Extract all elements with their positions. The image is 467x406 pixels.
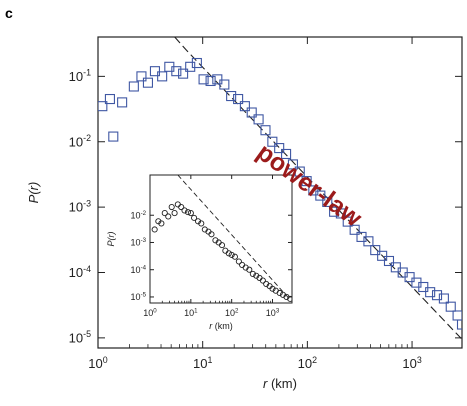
inset-data-point [168,203,175,211]
main-data-point [117,97,128,108]
inset-data-point [269,285,276,292]
main-data-point [246,107,257,118]
main-xtick-label: 101 [193,355,212,371]
main-data-point [198,74,209,85]
main-data-point [185,61,196,72]
main-data-point [281,148,292,160]
main-data-point [287,159,298,170]
main-data-point [136,71,147,82]
inset-xtick-label: 101 [184,307,198,318]
main-data-point [191,57,202,69]
inset-data-point [178,203,185,211]
main-data-point [363,236,374,247]
inset-ytick-label: 10-2 [131,210,147,221]
main-data-point [335,208,346,219]
main-y-axis-label: P(r) [26,182,41,204]
main-data-point [438,293,449,304]
main-ytick-label: 10-4 [69,264,91,280]
main-data-point [178,68,189,79]
main-data-point [315,190,326,201]
inset-data-point [198,220,205,227]
main-data-point [425,287,436,298]
inset-data-point [228,251,235,258]
main-data-point [456,319,462,330]
inset-data-point [259,277,266,284]
inset-data-point [165,213,172,220]
main-data-point [104,93,115,105]
main-ytick-label: 10-3 [69,198,91,214]
main-data-point [418,281,429,293]
inset-data-point [184,209,192,216]
main-data-point [205,75,216,87]
main-xtick-label: 100 [88,355,107,371]
inset-data-point [276,289,283,297]
main-data-point [301,176,312,187]
main-ytick-label: 10-1 [69,68,91,84]
inset-data-point [181,207,188,214]
panel-label: c [5,5,13,21]
main-xtick-label: 103 [402,355,421,371]
main-ytick-label: 10-2 [69,133,91,149]
main-data-point [294,166,305,177]
main-data-point [219,79,230,90]
inset-plot-frame [149,174,293,304]
inset-ytick-label: 10-3 [131,237,147,248]
main-data-point [239,101,250,112]
main-data-point [404,272,415,283]
main-data-point [253,114,264,125]
main-data-point [370,245,381,256]
inset-data-point [218,242,226,249]
inset-data-point [235,258,242,265]
inset-data-point [249,270,256,277]
inset-y-axis-label: P(r) [106,232,116,247]
main-data-point [329,206,340,217]
inset-data-point [225,250,232,257]
inset-xtick-label: 103 [266,307,280,318]
inset-chart: 100 101 102 103 10-5 10-4 10-3 10-2 r (km) P(r) [106,174,293,331]
inset-data-point [287,295,292,302]
main-data-point [226,90,237,102]
inset-ytick-label: 10-5 [131,292,147,303]
main-data-point [308,185,319,196]
main-data-point [171,66,182,77]
inset-x-axis-label: r (km) [209,321,233,331]
main-xtick-label: 102 [298,355,317,371]
inset-power-law-fit-line [177,175,291,300]
main-data-point [98,101,108,112]
main-data-point [267,136,278,147]
main-data-point [212,74,223,85]
inset-data-point [158,220,165,227]
main-data-point [157,71,168,82]
inset-xtick-label: 100 [143,307,157,318]
main-data-point [260,125,271,136]
main-data-point [108,131,119,142]
inset-ytick-label: 10-4 [131,264,147,275]
main-data-point [149,66,161,77]
main-data-point [322,196,333,207]
inset-data-point [208,231,215,238]
inset-data-point [151,226,158,233]
inset-data-point [187,210,194,217]
main-data-point [431,290,443,301]
inset-data-point [171,210,178,217]
main-data-point [342,216,353,227]
main-power-law-fit-line [174,37,462,340]
main-data-point [383,255,395,267]
inset-data-point [246,266,253,273]
inset-data-point [231,253,238,260]
main-data-point [128,81,139,92]
main-x-axis-label: r (km) [263,376,297,391]
main-ytick-label: 10-5 [69,329,91,345]
main-data-point [142,77,153,88]
main-data-point [349,224,360,235]
main-data-point [377,250,388,261]
inset-data-point [161,210,168,217]
main-data-point [233,93,244,105]
main-data-point [274,143,285,154]
inset-xtick-label: 102 [225,307,239,318]
inset-data-point [191,214,198,221]
main-data-point [445,301,456,312]
main-data-point [390,262,401,273]
